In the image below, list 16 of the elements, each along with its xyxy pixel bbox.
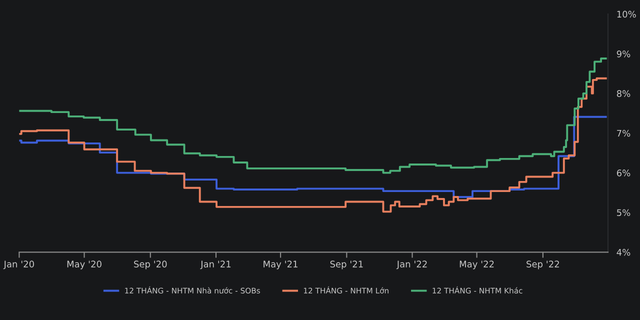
- x-tick-label: Sep '20: [134, 260, 167, 270]
- y-tick-label: 4%: [616, 248, 630, 256]
- x-tick-label: Sep '21: [330, 260, 363, 270]
- x-tick-label: May '22: [460, 260, 494, 270]
- y-tick-label: 10%: [617, 10, 636, 18]
- y-tick-label: 9%: [616, 50, 630, 58]
- x-tick-label: May '21: [264, 260, 298, 270]
- y-tick-label: 7%: [617, 130, 630, 137]
- x-tick-label: Jan '20: [3, 260, 34, 270]
- x-tick-label: May '20: [67, 260, 102, 270]
- y-tick-label: 6%: [616, 170, 630, 176]
- y-tick-label: 8%: [616, 90, 630, 97]
- y-tick-label: 5%: [617, 209, 630, 216]
- x-tick-label: Jan '21: [200, 260, 231, 270]
- x-tick-label: Sep '22: [526, 260, 559, 270]
- x-tick-label: Jan '22: [396, 260, 427, 270]
